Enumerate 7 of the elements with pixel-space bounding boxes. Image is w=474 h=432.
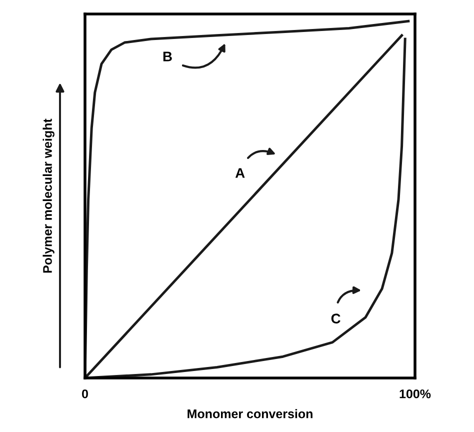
x-tick-label: 0 <box>82 389 88 398</box>
x-axis-title: Monomer conversion <box>188 409 312 418</box>
annotation: A <box>235 168 245 178</box>
x-tick-label: 100% <box>400 389 431 398</box>
annotation: C <box>331 314 340 324</box>
annotation: B <box>163 52 172 62</box>
y-axis-title: Polymer molecular weight <box>42 118 54 273</box>
